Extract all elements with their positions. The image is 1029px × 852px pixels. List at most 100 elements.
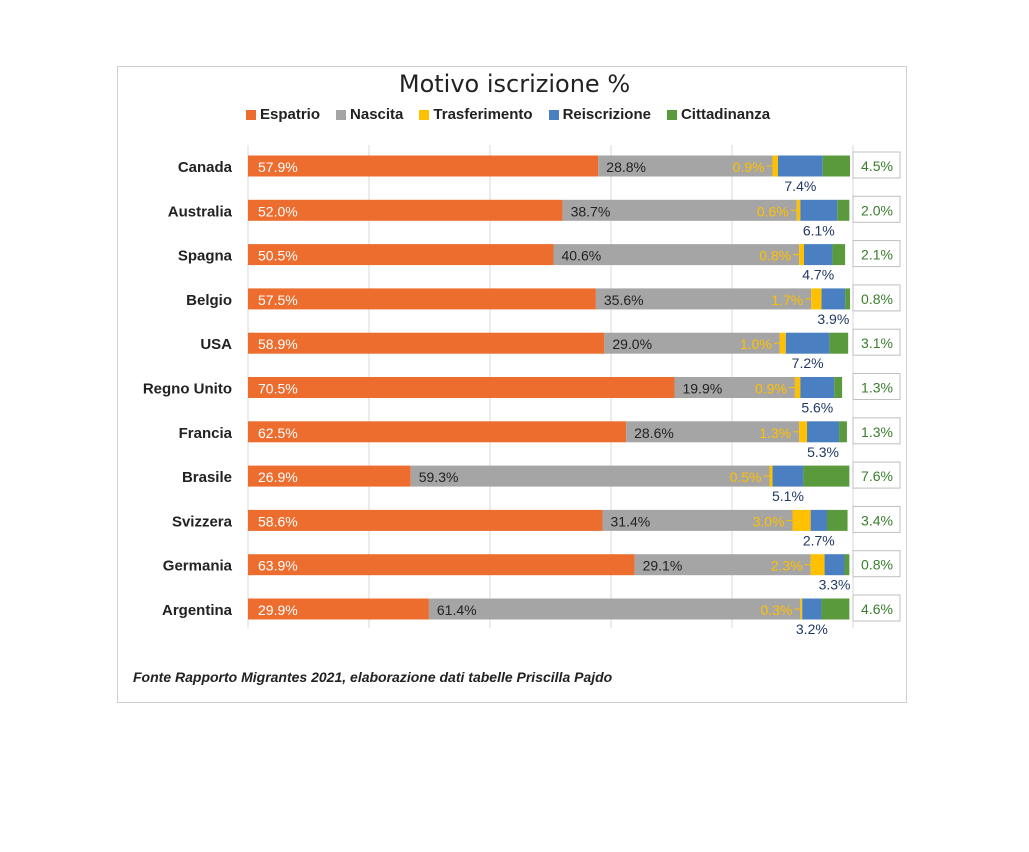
data-label-reiscrizione: 4.7% [802,267,834,283]
bar-segment-espatrio [248,554,635,576]
data-label-reiscrizione: 5.3% [807,444,839,460]
bar-segment-nascita [626,421,800,443]
bar-segment-cittadinanza [834,377,843,398]
data-label-nascita: 38.7% [571,203,611,219]
legend-swatch [336,110,347,121]
callout-box-cittadinanza [852,195,901,223]
legend-label: Reiscrizione [562,106,651,123]
bar-segment-cittadinanza [829,332,849,354]
legend-swatch [548,110,559,121]
bar-segment-trasferimento [810,554,825,576]
data-label-trasferimento: 0.8% [759,248,791,264]
data-label-trasferimento: 1.7% [771,292,803,308]
bar-segment-cittadinanza [821,598,850,620]
bar-segment-trasferimento [779,332,786,354]
data-label-espatrio: 57.9% [258,159,298,175]
bar-segment-cittadinanza [844,554,850,576]
data-label-reiscrizione: 2.7% [803,532,835,548]
category-label: Australia [168,203,233,220]
legend-item-trasferimento: Trasferimento [419,106,533,123]
data-label-espatrio: 70.5% [258,381,298,397]
data-label-cittadinanza: 1.3% [861,424,893,440]
bar-segment-nascita [674,377,795,398]
bar-segment-espatrio [248,598,429,620]
bar-segment-reiscrizione [800,199,838,221]
bar-segment-espatrio [248,288,596,310]
data-label-reiscrizione: 6.1% [803,222,835,238]
data-label-trasferimento: 1.3% [759,425,791,441]
data-label-reiscrizione: 7.2% [792,355,824,371]
bar-segment-cittadinanza [839,421,847,443]
category-label: Spagna [178,248,233,265]
data-label-trasferimento: 1.0% [740,336,772,352]
data-label-espatrio: 58.9% [258,336,298,352]
bar-segment-trasferimento [772,155,778,177]
bar-segment-trasferimento [800,598,803,620]
bar-segment-trasferimento [799,244,804,266]
category-label: Svizzera [172,513,233,530]
legend-label: Nascita [350,106,404,123]
data-label-cittadinanza: 4.5% [861,158,893,174]
data-label-reiscrizione: 3.9% [817,311,849,327]
callout-box-cittadinanza [852,240,901,268]
data-label-nascita: 31.4% [611,513,651,529]
data-label-trasferimento: 0.9% [755,381,787,397]
bar-segment-nascita [604,332,780,354]
bar-segment-trasferimento [769,465,773,487]
legend-item-reiscrizione: Reiscrizione [548,106,651,123]
bar-segment-reiscrizione [777,155,823,177]
data-label-espatrio: 26.9% [258,469,298,485]
data-label-espatrio: 57.5% [258,292,298,308]
bar-segment-cittadinanza [837,199,850,221]
data-label-cittadinanza: 0.8% [861,291,893,307]
bar-segment-reiscrizione [824,554,845,576]
bar-segment-reiscrizione [803,244,833,266]
bar-segment-trasferimento [792,509,811,531]
data-label-trasferimento: 0.3% [760,602,792,618]
data-label-espatrio: 58.6% [258,513,298,529]
category-label: Belgio [186,292,232,309]
bar-segment-cittadinanza [845,288,850,310]
data-label-nascita: 29.1% [643,558,683,574]
bar-segment-cittadinanza [803,465,850,487]
data-label-nascita: 29.0% [612,336,652,352]
data-label-nascita: 19.9% [683,381,723,397]
bar-segment-reiscrizione [821,288,846,310]
bar-segment-espatrio [248,332,605,354]
bar-segment-reiscrizione [802,598,822,620]
data-label-reiscrizione: 5.6% [801,400,833,416]
data-label-espatrio: 63.9% [258,558,298,574]
data-label-nascita: 59.3% [419,469,459,485]
bar-segment-nascita [634,554,811,576]
data-label-cittadinanza: 4.6% [861,601,893,617]
legend-item-espatrio: Espatrio [246,106,320,123]
bar-segment-nascita [598,155,773,177]
chart-title: Motivo iscrizione % [398,70,631,98]
callout-box-cittadinanza [852,550,901,578]
data-label-reiscrizione: 3.2% [796,621,828,637]
data-label-reiscrizione: 5.1% [772,488,804,504]
data-label-cittadinanza: 2.0% [861,202,893,218]
data-label-espatrio: 52.0% [258,203,298,219]
legend-item-cittadinanza: Cittadinanza [666,106,770,123]
bar-segment-reiscrizione [807,421,840,443]
category-label: Germania [163,558,233,575]
category-label: Argentina [162,602,233,619]
data-label-espatrio: 62.5% [258,425,298,441]
data-label-nascita: 61.4% [437,602,477,618]
chart-legend: Espatrio Nascita Trasferimento Reiscrizione… [246,106,786,123]
bar-segment-cittadinanza [826,509,848,531]
bar-segment-espatrio [248,377,675,398]
bar-segment-reiscrizione [800,377,835,398]
callout-box-cittadinanza [852,594,901,622]
bar-segment-espatrio [248,509,603,531]
data-label-reiscrizione: 7.4% [784,178,816,194]
bar-segment-trasferimento [794,377,801,398]
data-label-reiscrizione: 3.3% [819,577,851,593]
data-label-nascita: 28.6% [634,425,674,441]
bar-segment-reiscrizione [772,465,804,487]
bar-segment-espatrio [248,465,411,487]
data-label-cittadinanza: 0.8% [861,557,893,573]
data-label-cittadinanza: 7.6% [861,468,893,484]
